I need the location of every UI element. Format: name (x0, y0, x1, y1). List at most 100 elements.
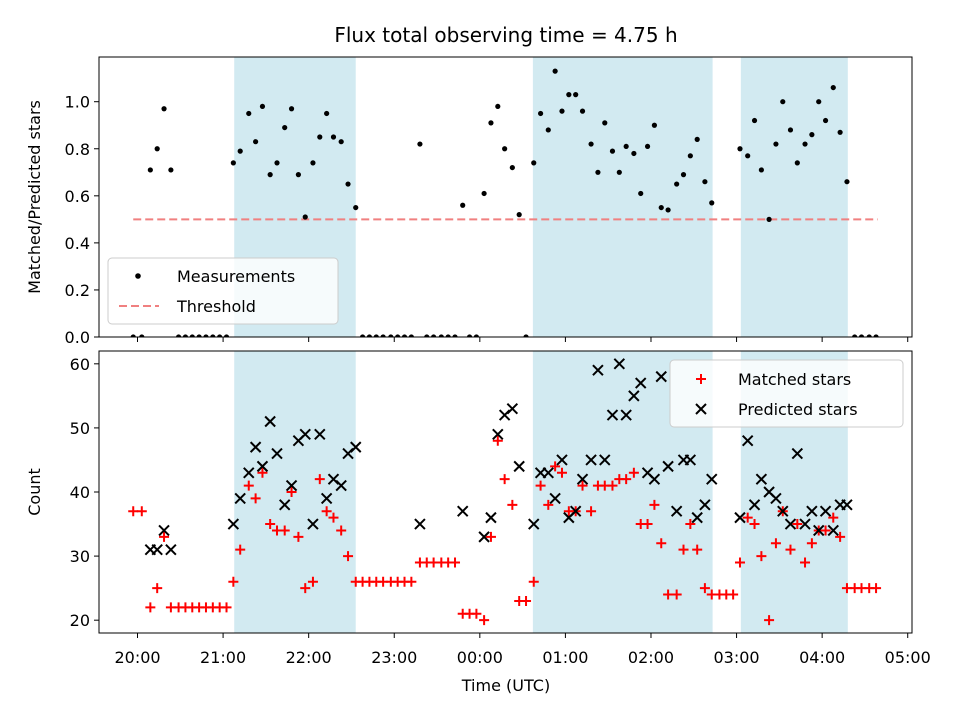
observing-window-4 (740, 57, 848, 337)
measurement-point (295, 172, 301, 178)
measurement-point (431, 334, 437, 337)
measurement-point (154, 146, 160, 152)
predicted-stars-point (528, 518, 540, 530)
predicted-stars-point (784, 518, 797, 530)
measurement-point (595, 169, 601, 175)
series-predicted-stars (144, 358, 853, 556)
measurement-point (380, 334, 386, 337)
matched-stars-point (507, 499, 518, 510)
x-axis-label: Time (UTC) (461, 676, 550, 695)
measurement-point (424, 334, 430, 337)
measurement-point (644, 143, 651, 150)
matched-stars-point (685, 519, 696, 530)
measurement-point (495, 103, 501, 110)
predicted-stars-point (271, 447, 283, 460)
y-tick-label: 40 (70, 483, 90, 502)
predicted-stars-point (699, 499, 711, 511)
matched-stars-point (228, 576, 239, 587)
legend-label-predicted: Predicted stars (738, 400, 858, 419)
matched-stars-point (577, 480, 588, 491)
measurement-point (210, 334, 216, 337)
predicted-stars-point (285, 479, 298, 492)
matched-stars-point (678, 544, 689, 555)
predicted-stars-point (670, 505, 683, 517)
predicted-stars-point (457, 505, 469, 517)
predicted-stars-point (549, 492, 561, 505)
predicted-stars-point (307, 518, 319, 530)
matched-stars-point (764, 615, 775, 626)
measurement-point (317, 134, 323, 140)
measurement-point (473, 334, 480, 337)
plot-area (130, 68, 879, 337)
measurement-point (338, 139, 344, 145)
predicted-stars-point (755, 473, 768, 485)
matched-stars-point (279, 525, 290, 536)
measurement-point (246, 110, 252, 117)
predicted-stars-point (734, 511, 746, 524)
predicted-stars-point (748, 499, 761, 511)
predicted-stars-point (264, 415, 276, 428)
measurement-point (401, 334, 408, 337)
matched-stars-point (535, 480, 546, 491)
legend-box (669, 359, 904, 428)
measurement-point (488, 120, 494, 126)
measurement-point (830, 84, 836, 91)
matched-stars-point (806, 538, 817, 549)
y-tick-label: 0.0 (65, 328, 90, 347)
y-tick-label: 30 (70, 547, 90, 566)
measurement-point (609, 148, 616, 154)
matched-stars-point (307, 576, 318, 587)
matched-stars-point (521, 595, 532, 606)
matched-stars-point (649, 499, 660, 510)
measurement-point (802, 141, 808, 147)
predicted-stars-point (350, 441, 362, 453)
observing-window-3 (532, 57, 713, 337)
x-tick-label: 22:00 (286, 648, 332, 667)
matched-stars-point (543, 499, 554, 510)
measurement-point (687, 153, 693, 159)
predicted-stars-point (234, 492, 246, 505)
measurement-point (858, 334, 865, 337)
measurement-point (353, 204, 359, 211)
measurement-point (452, 334, 458, 337)
matched-stars-point (621, 474, 632, 485)
predicted-stars-point (819, 505, 832, 517)
predicted-stars-point (165, 543, 177, 556)
matched-stars-point (820, 525, 831, 536)
matched-stars-point (663, 589, 674, 600)
matched-stars-point (835, 531, 846, 542)
measurement-point (130, 334, 136, 337)
measurement-point (787, 127, 794, 133)
measurement-point (259, 103, 266, 110)
measurement-point (852, 334, 858, 337)
predicted-stars-point (249, 441, 262, 453)
measurement-point (616, 169, 622, 175)
y-tick-label: 1.0 (65, 93, 90, 112)
predicted-stars-point (256, 460, 269, 473)
matched-stars-point (642, 519, 653, 530)
predicted-stars-point (655, 370, 667, 383)
predicted-stars-point (542, 467, 554, 479)
y-tick-label: 20 (70, 611, 90, 630)
measurement-point (217, 334, 223, 337)
measurement-point (189, 334, 195, 337)
matched-stars-point (800, 557, 811, 568)
matched-stars-point (321, 506, 332, 517)
y-tick-label: 0.2 (65, 281, 90, 300)
measurement-point (751, 117, 758, 124)
predicted-stars-point (278, 499, 291, 511)
matched-stars-point (293, 531, 304, 542)
measurement-point (310, 160, 316, 166)
matched-stars-point (692, 544, 703, 555)
measurement-point (588, 141, 594, 147)
measurement-point (408, 334, 414, 337)
matched-stars-point (479, 615, 490, 626)
predicted-stars-point (478, 531, 490, 543)
x-tick-label: 04:00 (799, 648, 845, 667)
measurement-point (745, 153, 751, 159)
legend: Matched stars Predicted stars (669, 359, 904, 428)
series-matched-stars (128, 435, 882, 626)
measurement-point (866, 334, 872, 337)
measurement-point (139, 334, 145, 337)
